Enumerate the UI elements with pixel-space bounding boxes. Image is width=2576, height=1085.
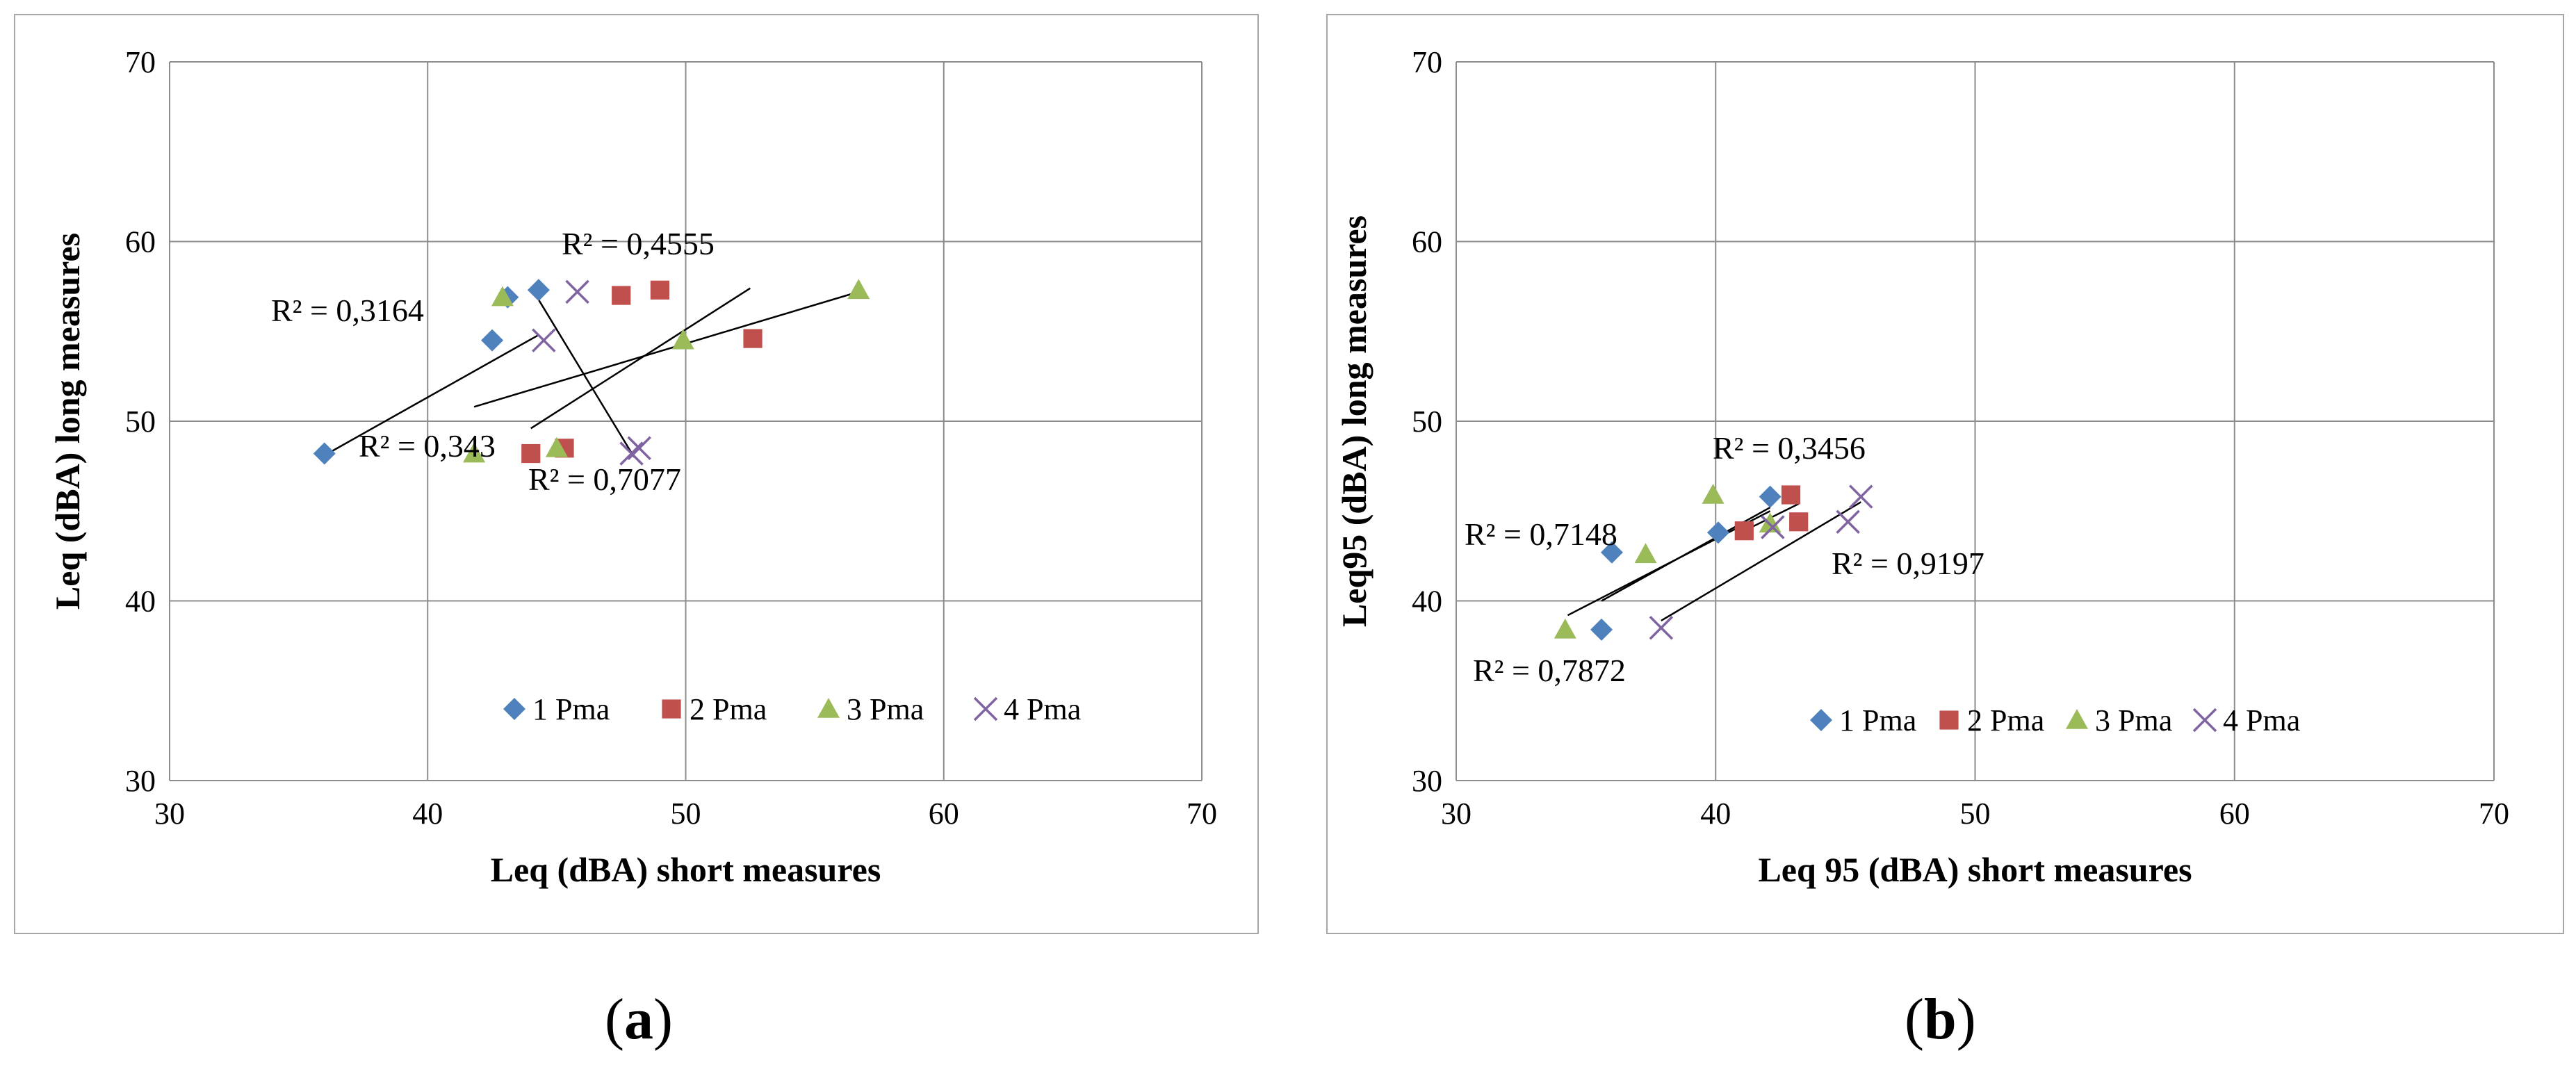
chart-b-legend-label-2: 2 Pma xyxy=(1967,703,2044,737)
chart-b-r2-label-3: R² = 0,7872 xyxy=(1473,653,1626,688)
chart-a-xtick-1: 40 xyxy=(412,797,443,831)
caption-b-open: ( xyxy=(1905,987,1924,1052)
chart-a-trendline-4 xyxy=(535,295,635,458)
chart-b-ytick-3: 60 xyxy=(1412,225,1442,259)
chart-b-series-3-point-2 xyxy=(1634,543,1657,564)
chart-a-trendline-1 xyxy=(324,334,539,457)
chart-a-series-1-point-2 xyxy=(481,329,504,352)
chart-b-legend-marker-2 xyxy=(1939,710,1959,730)
chart-a-ylabel: Leq (dBA) long measures xyxy=(48,233,87,610)
chart-b-series-1-point-2 xyxy=(1600,541,1623,564)
caption-b: (b) xyxy=(1905,986,1976,1053)
chart-a-r2-label-2: R² = 0,4555 xyxy=(562,226,715,261)
chart-a-ytick-1: 40 xyxy=(125,585,156,619)
caption-a-letter: a xyxy=(623,987,653,1052)
chart-b-ytick-2: 50 xyxy=(1412,405,1442,439)
chart-a-legend-marker-2 xyxy=(662,699,681,719)
chart-b-legend-label-3: 3 Pma xyxy=(2095,703,2172,737)
chart-b-series-4-point-4 xyxy=(1849,484,1873,509)
chart-b-xtick-4: 70 xyxy=(2479,797,2509,831)
caption-b-close: ) xyxy=(1956,987,1976,1052)
chart-a-legend-marker-4 xyxy=(973,696,998,721)
chart-b-r2-label-2: R² = 0,3456 xyxy=(1713,430,1866,466)
chart-a-legend-label-4: 4 Pma xyxy=(1004,692,1081,726)
chart-a-series-3-point-4 xyxy=(671,329,694,350)
chart-b-series-3-point-1 xyxy=(1554,618,1576,639)
chart-b-series-4-point-1 xyxy=(1649,616,1674,640)
chart-b-r2-label-1: R² = 0,7148 xyxy=(1465,516,1617,552)
chart-a-series-4-point-1 xyxy=(532,328,556,352)
chart-a-series-3-point-3 xyxy=(545,437,568,457)
chart-a-trendline-3 xyxy=(473,291,859,408)
chart-a-trendline-2 xyxy=(530,287,751,430)
chart-a-r2-label-3: R² = 0,343 xyxy=(359,428,496,464)
chart-b-series-3-point-3 xyxy=(1702,483,1725,504)
chart-b-xtick-0: 30 xyxy=(1441,797,1472,831)
chart-b-ytick-0: 30 xyxy=(1412,764,1442,798)
chart-b-xlabel: Leq 95 (dBA) short measures xyxy=(1758,850,2192,889)
chart-b-xtick-3: 60 xyxy=(2219,797,2250,831)
chart-a-series-2-point-3 xyxy=(612,286,631,305)
caption-a-close: ) xyxy=(653,987,673,1052)
chart-a-xtick-4: 70 xyxy=(1187,797,1217,831)
chart-b-series-2-point-3 xyxy=(1789,512,1809,532)
chart-a-series-3-point-2 xyxy=(491,286,514,307)
chart-a-ytick-4: 70 xyxy=(125,45,156,79)
chart-a-ytick-3: 60 xyxy=(125,225,156,259)
chart-a-r2-label-4: R² = 0,7077 xyxy=(528,462,681,497)
chart-a-series-1-point-4 xyxy=(527,279,550,302)
chart-b-legend-label-1: 1 Pma xyxy=(1839,703,1916,737)
chart-a-series-3-point-1 xyxy=(463,442,486,463)
chart-b-r2-label-4: R² = 0,9197 xyxy=(1832,546,1984,581)
chart-a-series-2-point-4 xyxy=(650,280,669,300)
chart-b-ylabel: Leq95 (dBA) long measures xyxy=(1335,215,1373,627)
chart-a-series-2-point-1 xyxy=(521,443,541,464)
chart-a-series-2-point-5 xyxy=(743,329,763,348)
caption-b-letter: b xyxy=(1923,987,1957,1052)
chart-a-series-3-point-5 xyxy=(847,279,870,300)
chart-a-xtick-3: 60 xyxy=(929,797,959,831)
chart-b-series-4-point-3 xyxy=(1836,509,1860,534)
caption-a-open: ( xyxy=(605,987,624,1052)
chart-b-series-2-point-2 xyxy=(1781,485,1801,505)
chart-a-xtick-0: 30 xyxy=(154,797,185,831)
chart-b-legend-label-4: 4 Pma xyxy=(2223,703,2300,737)
chart-b-ytick-1: 40 xyxy=(1412,585,1442,619)
chart-a-legend-marker-1 xyxy=(503,698,525,720)
chart-a-series-4-point-4 xyxy=(627,436,651,461)
chart-a-legend-label-3: 3 Pma xyxy=(847,692,924,726)
chart-b-series-1-point-1 xyxy=(1590,618,1613,641)
chart-b-legend-marker-3 xyxy=(2066,709,2088,729)
chart-a-legend-label-2: 2 Pma xyxy=(690,692,767,726)
chart-b-legend-marker-1 xyxy=(1810,709,1832,731)
chart-b-series-2-point-1 xyxy=(1734,521,1754,541)
chart-b-xtick-2: 50 xyxy=(1960,797,1991,831)
chart-a-legend-marker-3 xyxy=(817,698,840,718)
chart-a-ytick-2: 50 xyxy=(125,405,156,439)
chart-b-xtick-1: 40 xyxy=(1700,797,1731,831)
chart-a-legend-label-1: 1 Pma xyxy=(532,692,610,726)
chart-b-legend-marker-4 xyxy=(2192,708,2217,733)
chart-b-series-1-point-3 xyxy=(1706,521,1729,544)
chart-a-ytick-0: 30 xyxy=(125,764,156,798)
chart-a-xtick-2: 50 xyxy=(671,797,701,831)
chart-a-r2-label-1: R² = 0,3164 xyxy=(271,293,424,328)
caption-a: (a) xyxy=(605,986,673,1053)
chart-b-series-1-point-4 xyxy=(1759,485,1782,508)
chart-a-series-4-point-2 xyxy=(565,279,589,304)
chart-b-series-4-point-2 xyxy=(1761,515,1785,539)
chart-b-trendline-4 xyxy=(1661,501,1861,622)
chart-a-xlabel: Leq (dBA) short measures xyxy=(491,850,881,889)
chart-b-series-3-point-4 xyxy=(1759,512,1782,533)
chart-a-series-1-point-1 xyxy=(313,442,336,465)
chart-b-ytick-4: 70 xyxy=(1412,45,1442,79)
